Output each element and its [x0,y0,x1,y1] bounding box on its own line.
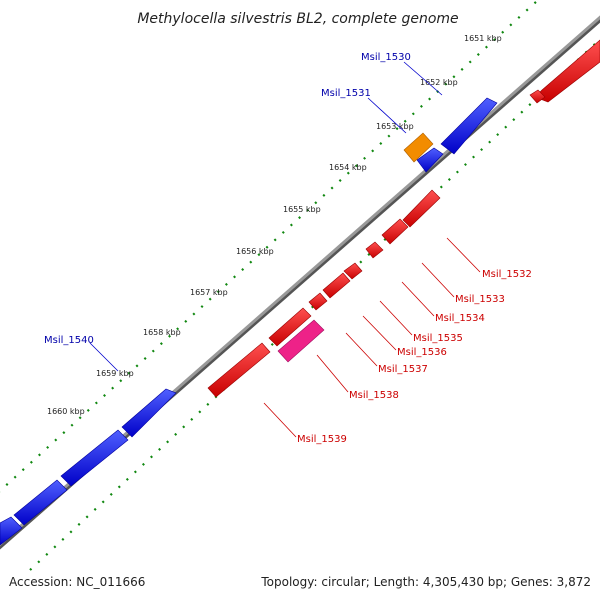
gene-label-msil-1534[interactable]: Msil_1534 [435,313,485,324]
gene-msil-1530[interactable] [440,97,498,155]
gene-msil-1534[interactable] [365,241,384,259]
tick-label: 1653 kbp [376,122,414,131]
tick-label: 1651 kbp [464,34,502,43]
gene-msil-1539-a[interactable] [268,307,312,347]
tick-label: 1652 kbp [420,78,458,87]
forward-gene-labels: Msil_1530 Msil_1531 Msil_1540 [44,52,443,372]
gene-msil-1540-d[interactable] [0,516,23,546]
gene-msil-1532[interactable] [402,189,441,228]
gene-label-msil-1533[interactable]: Msil_1533 [455,294,505,305]
outer-tick-track [0,0,540,493]
gene-label-msil-1537[interactable]: Msil_1537 [378,364,428,375]
tick-label: 1655 kbp [283,205,321,214]
map-title: Methylocella silvestris BL2, complete ge… [137,11,458,27]
genome-summary-text: Topology: circular; Length: 4,305,430 bp… [260,575,591,589]
gene-msil-1539-b[interactable] [207,342,271,398]
gene-label-msil-1538[interactable]: Msil_1538 [349,390,399,401]
gene-msil-1531[interactable] [416,147,444,173]
gene-msil-1540-a[interactable] [121,388,177,438]
gene-msil-1536[interactable] [322,272,351,299]
gene-label-msil-1531[interactable]: Msil_1531 [321,88,371,99]
tick-label: 1659 kbp [96,369,134,378]
tick-label: 1656 kbp [236,247,274,256]
accession-text: Accession: NC_011666 [9,575,145,589]
gene-label-msil-1539[interactable]: Msil_1539 [297,434,347,445]
tick-labels: 1651 kbp 1652 kbp 1653 kbp 1654 kbp 1655… [47,34,502,416]
gene-msil-1537[interactable] [308,292,328,311]
gene-msil-1533[interactable] [381,218,409,245]
gene-label-msil-1530[interactable]: Msil_1530 [361,52,411,63]
gene-label-msil-1536[interactable]: Msil_1536 [397,347,447,358]
tick-label: 1660 kbp [47,407,85,416]
gene-msil-1540-c[interactable] [13,479,68,526]
tick-label: 1658 kbp [143,328,181,337]
gene-label-msil-1540[interactable]: Msil_1540 [44,335,94,346]
tick-label: 1654 kbp [329,163,367,172]
gene-label-msil-1535[interactable]: Msil_1535 [413,333,463,344]
gene-msil-1535[interactable] [343,262,363,280]
reverse-gene-labels: Msil_1532 Msil_1533 Msil_1534 Msil_1535 … [263,237,532,445]
gene-top-right-red-small[interactable] [529,89,546,104]
gene-msil-1538[interactable] [277,319,325,363]
gene-msil-1540-b[interactable] [60,429,129,487]
gene-label-msil-1532[interactable]: Msil_1532 [482,269,532,280]
gene-orange[interactable] [403,132,434,163]
tick-label: 1657 kbp [190,288,228,297]
